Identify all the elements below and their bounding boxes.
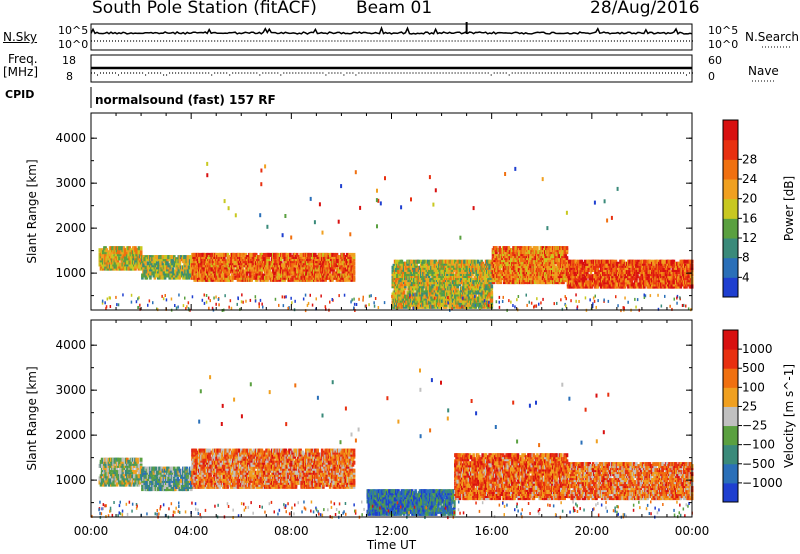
colorbar-segment	[723, 120, 738, 141]
colorbar-tick-label: 4	[742, 270, 750, 284]
colorbar-segment	[723, 139, 738, 160]
colorbar-segment	[723, 218, 738, 239]
colorbar-tick-label: 1000	[742, 342, 773, 356]
power-panel	[90, 112, 742, 313]
colorbar-segment	[723, 463, 738, 484]
noise-tick-bottom: 10^0	[58, 38, 88, 51]
velocity-echo-region	[141, 466, 193, 492]
freq-tick-bottom: 8	[66, 70, 73, 83]
y-axis-label: Slant Range [km]	[25, 159, 39, 263]
x-tick-label: 08:00	[274, 524, 309, 538]
y-tick-label: 3000	[55, 383, 86, 397]
colorbar-segment	[723, 482, 738, 503]
colorbar-segment	[723, 257, 738, 278]
power-echo-region	[191, 252, 356, 282]
colorbar-segment	[723, 159, 738, 180]
colorbar-frame	[722, 329, 739, 503]
colorbar-tick-label: −25	[742, 419, 767, 433]
station-title: South Pole Station (fitACF)	[92, 0, 317, 18]
colorbar-segment	[723, 330, 738, 350]
beam-label: Beam 01	[356, 0, 433, 18]
colorbar-tick-label: 28	[742, 152, 757, 166]
velocity-echo-region	[98, 457, 143, 487]
colorbar-segment	[723, 406, 738, 427]
noise-tick-bottom-right: 10^0	[708, 38, 738, 51]
colorbar-tick-label: −500	[742, 457, 775, 471]
colorbar-tick-label: −100	[742, 438, 775, 452]
colorbar-tick-label: 500	[742, 361, 765, 375]
freq-label: Freq.	[8, 52, 38, 66]
velocity-panel	[90, 319, 742, 520]
x-axis-label: Time UT	[366, 538, 417, 552]
colorbar-tick-label: 24	[742, 172, 757, 186]
nave-label: Nave	[748, 64, 779, 78]
colorbar-tick-label: 100	[742, 380, 765, 394]
colorbar-label: Power [dB]	[782, 176, 796, 241]
colorbar-tick-label: 20	[742, 192, 757, 206]
colorbar-segment	[723, 368, 738, 388]
x-tick-label: 12:00	[374, 524, 409, 538]
y-tick-label: 1000	[55, 473, 86, 487]
colorbar-tick-label: 25	[742, 399, 757, 413]
y-tick-label: 2000	[55, 428, 86, 442]
velocity-echo-region	[191, 448, 356, 489]
colorbar-tick-label: 12	[742, 231, 757, 245]
power-echo-region	[98, 246, 143, 271]
colorbar-segment	[723, 349, 738, 369]
y-tick-label: 3000	[55, 176, 86, 190]
y-tick-label: 4000	[55, 338, 86, 352]
cpid-label: CPID	[5, 88, 35, 101]
nsearch-label: N.Search	[745, 30, 800, 44]
velocity-echo-region	[566, 462, 694, 501]
colorbar-segment	[723, 198, 738, 219]
velocity-echo-region	[366, 489, 456, 516]
date-label: 28/Aug/2016	[590, 0, 700, 18]
power-echo-region	[566, 259, 694, 289]
nave-tick-bottom: 0	[708, 70, 715, 83]
x-tick-label: 04:00	[174, 524, 209, 538]
power-echo-region	[141, 255, 193, 280]
colorbar-tick-label: 8	[742, 251, 750, 265]
colorbar-segment	[723, 425, 738, 446]
freq-tick-top: 18	[62, 54, 76, 67]
colorbar-segment	[723, 444, 738, 465]
colorbar-tick-label: −1000	[742, 476, 783, 490]
colorbar-segment	[723, 238, 738, 259]
colorbar-frame	[722, 119, 739, 298]
x-tick-label: 00:00	[74, 524, 109, 538]
colorbar-label: Velocity [m s^-1]	[782, 364, 796, 468]
y-axis-label: Slant Range [km]	[25, 366, 39, 470]
noise-sky-line	[90, 25, 693, 35]
colorbar-segment	[723, 387, 738, 407]
y-tick-label: 1000	[55, 266, 86, 280]
noise-tick-top-right: 10^5	[708, 24, 738, 37]
colorbar-segment	[723, 179, 738, 200]
noise-tick-top: 10^5	[58, 24, 88, 37]
colorbar-tick-label: 16	[742, 211, 757, 225]
nsky-label: N.Sky	[3, 30, 38, 44]
noise-panel-frame	[90, 23, 693, 51]
y-tick-label: 2000	[55, 221, 86, 235]
y-tick-label: 4000	[55, 131, 86, 145]
x-tick-label: 16:00	[474, 524, 509, 538]
power-echo-region	[391, 259, 494, 309]
colorbar-segment	[723, 277, 738, 298]
velocity-echo-region	[454, 453, 569, 501]
nave-tick-top: 60	[708, 54, 722, 67]
x-tick-label: 20:00	[575, 524, 610, 538]
freq-unit-label: [MHz]	[3, 65, 39, 79]
x-tick-label: 00:00	[675, 524, 710, 538]
power-echo-region	[491, 246, 569, 285]
cpid-value: normalsound (fast) 157 RF	[95, 93, 276, 107]
nave-dots	[91, 72, 693, 76]
